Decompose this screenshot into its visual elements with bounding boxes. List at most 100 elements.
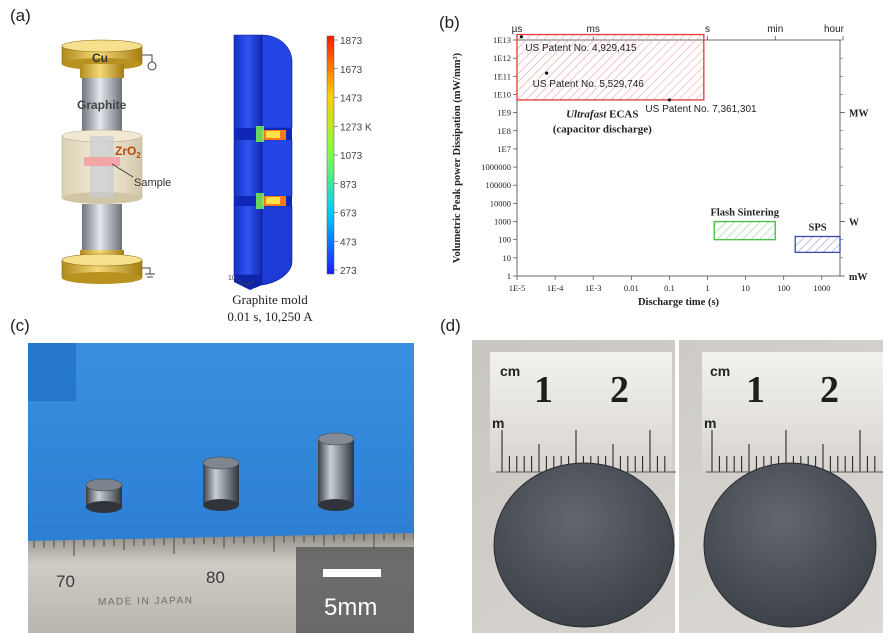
- cu-electrode-top: [61, 39, 143, 78]
- cu-label: Cu: [92, 51, 108, 65]
- sintered-disc-left: [493, 462, 675, 628]
- ruler-number-80: 80: [206, 568, 225, 587]
- ruler-number-2-left: 2: [610, 369, 629, 411]
- left-photo: cm 1 2 m: [490, 352, 676, 628]
- patent-point: [519, 35, 523, 39]
- right-tick-label: mW: [849, 272, 867, 283]
- y-tick-label: 1000: [494, 217, 511, 227]
- region-2: [794, 235, 841, 254]
- power-dissipation-chart: 1E-5 1E-4 1E-3 0.01 0.1 1 10 100 1000 1E13 1E12 1E1…: [452, 24, 868, 308]
- y-tick-label: 1E12: [493, 53, 511, 63]
- panel-d-photo: cm 1 2 m cm 1 2 m: [472, 340, 883, 633]
- y-tick-label: 1E8: [497, 126, 511, 136]
- y-tick-label: 1E10: [493, 89, 511, 99]
- y-tick-label: 1: [507, 271, 511, 281]
- colorbar-tick-label: 1873: [340, 36, 363, 47]
- top-tick-label: ms: [587, 24, 600, 35]
- sample-disc: [84, 157, 120, 166]
- x-tick-label: 1: [705, 283, 709, 293]
- ground-icon: [142, 267, 155, 278]
- sample-label: Sample: [134, 177, 171, 189]
- patent-point: [545, 71, 549, 75]
- y-tick-label: 1E13: [493, 35, 511, 45]
- ruler-ticks: [33, 533, 414, 557]
- colorbar-ticks: 1873 1673 1473 1273 K 1073 873 673 473 273: [334, 36, 372, 277]
- sintered-disc-right: [703, 462, 877, 628]
- ruler-number-1-left: 1: [534, 369, 553, 411]
- cylinder-medium: [202, 456, 240, 511]
- top-tick-label: s: [705, 24, 710, 35]
- right-tick-label: MW: [849, 109, 868, 120]
- ruler-number-70: 70: [56, 572, 75, 591]
- x-tick-label: 1000: [813, 283, 830, 293]
- y-axis-label: Volumetric Peak power Dissipation (mW/mm…: [452, 52, 463, 263]
- y-tick-label: 1E9: [497, 108, 511, 118]
- graphite-mold-simulation: [233, 34, 293, 290]
- y-tick-label: 1E7: [497, 144, 511, 154]
- x-axis-label: Discharge time (s): [638, 297, 720, 308]
- scale-bar-label: 5mm: [324, 594, 377, 621]
- panel-label-d: (d): [440, 316, 461, 335]
- y-tick-label: 1000000: [481, 162, 511, 172]
- patent-point-label: US Patent No. 7,361,301: [645, 104, 757, 115]
- panel-label-c: (c): [10, 316, 30, 335]
- colorbar: [326, 35, 335, 275]
- graphite-rod-bottom: [82, 204, 122, 250]
- colorbar-tick-label: 1073: [340, 151, 363, 162]
- cm-label-right: cm: [710, 363, 730, 379]
- ruler-left: [490, 352, 672, 472]
- y-tick-label: 100: [498, 235, 511, 245]
- x-tick-label: 10: [741, 283, 750, 293]
- y-tick-label: 10000: [490, 198, 511, 208]
- caption-line2: 0.01 s, 10,250 A: [227, 309, 313, 324]
- scale-bar-box: [296, 547, 414, 633]
- ruler-right: [702, 352, 883, 472]
- right-tick-label: W: [849, 218, 859, 229]
- x-tick-label: 0.1: [664, 283, 675, 293]
- x-tick-label: 0.01: [624, 283, 639, 293]
- top-tick-label: min: [767, 24, 783, 35]
- region-1: [713, 220, 776, 241]
- region-0: [516, 33, 705, 101]
- x-tick-label: 1E-3: [585, 283, 602, 293]
- y-tick-label: 10: [503, 253, 512, 263]
- axis-triad: 10: [228, 275, 255, 286]
- zro2-label: ZrO2: [115, 144, 141, 160]
- cm-label-left: cm: [500, 363, 520, 379]
- colorbar-tick-label: 273: [340, 266, 357, 277]
- axis-tick-label: 10: [228, 275, 236, 282]
- region-label-capacitor: (capacitor discharge): [553, 124, 652, 136]
- colorbar-tick-label: 473: [340, 237, 357, 248]
- ruler-number-1-right: 1: [746, 369, 765, 411]
- colorbar-tick-label: 873: [340, 180, 357, 191]
- x-tick-label: 100: [777, 283, 790, 293]
- caption-line1: Graphite mold: [232, 292, 308, 307]
- panel-label-b: (b): [439, 13, 460, 32]
- region-label-ultrafast: Ultrafast ECAS: [566, 109, 638, 121]
- y-tick-label: 100000: [486, 180, 512, 190]
- cu-electrode-bottom: [61, 250, 143, 284]
- cylinder-large: [317, 432, 355, 511]
- patent-point-label: US Patent No. 4,929,415: [525, 43, 637, 54]
- region-label-sps: SPS: [809, 222, 827, 233]
- scale-bar: [323, 569, 381, 577]
- region-label-flash: Flash Sintering: [710, 208, 779, 219]
- metric-mark-right: m: [704, 415, 716, 431]
- panel-c-photo: 70 80 MADE IN JAPAN 5mm: [28, 343, 414, 633]
- x-tick-label: 1E-5: [509, 283, 526, 293]
- panel-label-a: (a): [10, 6, 31, 25]
- top-tick-label: hour: [824, 24, 845, 35]
- current-source-icon: [147, 61, 157, 71]
- patent-point-label: US Patent No. 5,529,746: [533, 79, 645, 90]
- ruler-number-2-right: 2: [820, 369, 839, 411]
- colorbar-tick-label: 1273 K: [340, 122, 372, 133]
- colorbar-tick-label: 673: [340, 209, 357, 220]
- graphite-label: Graphite: [77, 98, 127, 112]
- colorbar-tick-label: 1673: [340, 65, 363, 76]
- metric-mark-left: m: [492, 415, 504, 431]
- cylinder-small: [85, 478, 123, 513]
- panel-a-figure: Cu Graphite ZrO2 Sample: [61, 34, 372, 324]
- colorbar-tick-label: 1473: [340, 94, 363, 105]
- x-tick-label: 1E-4: [547, 283, 564, 293]
- patent-point: [667, 98, 672, 102]
